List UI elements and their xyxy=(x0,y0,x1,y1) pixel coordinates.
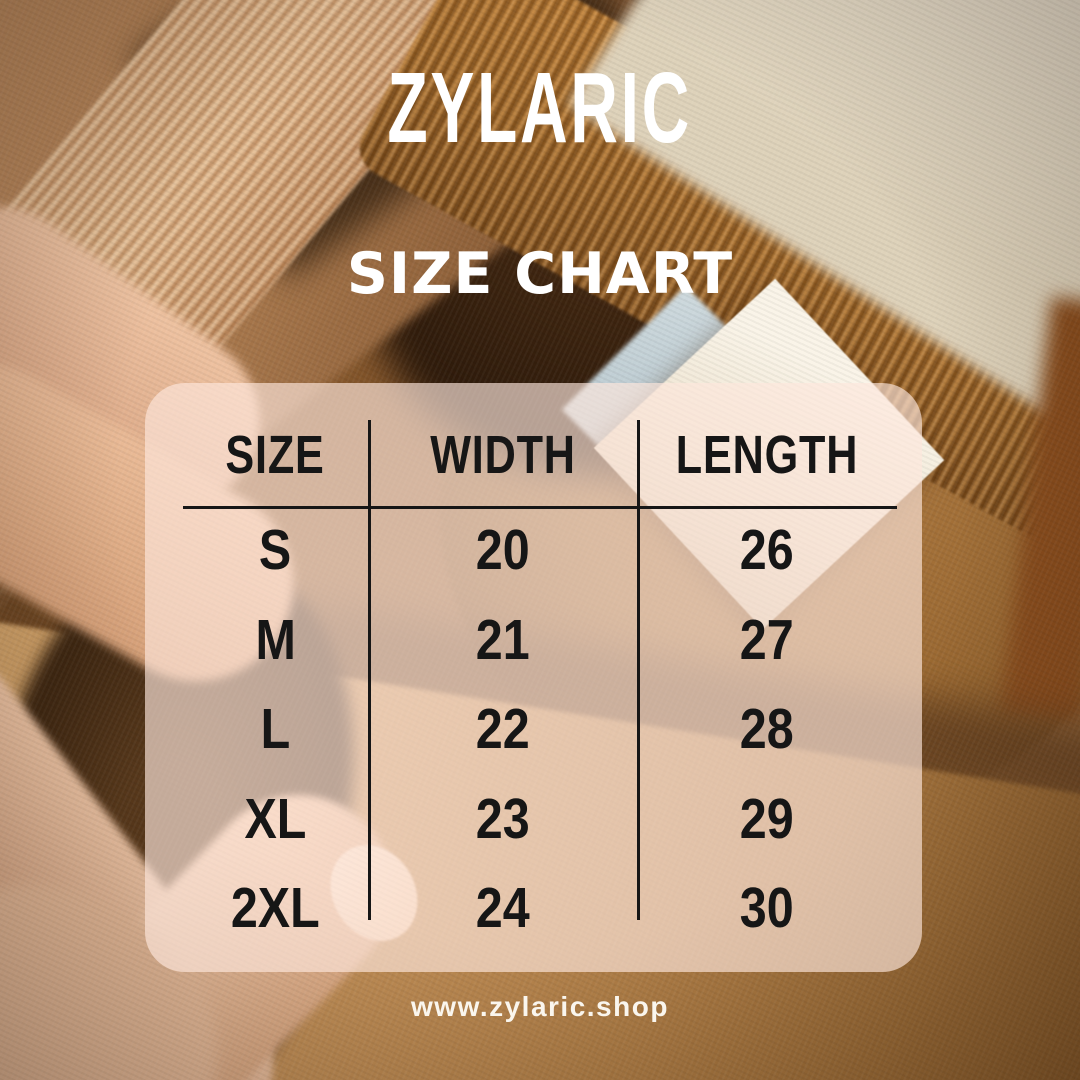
table-cell-length: 26 xyxy=(637,506,897,596)
width-value: 21 xyxy=(475,607,530,672)
size-value: L xyxy=(260,697,291,762)
table-cell-size: 2XL xyxy=(183,864,368,954)
width-value: 24 xyxy=(475,876,530,941)
table-cell-width: 21 xyxy=(368,596,637,686)
column-header-label: LENGTH xyxy=(675,425,859,485)
table-column-divider xyxy=(368,420,371,920)
column-header-label: WIDTH xyxy=(429,425,576,485)
table-cell-length: 27 xyxy=(637,596,897,686)
width-value: 20 xyxy=(475,518,530,583)
table-cell-size: M xyxy=(183,596,368,686)
length-value: 28 xyxy=(740,697,794,762)
table-cell-length: 28 xyxy=(637,685,897,775)
website-url: www.zylaric.shop xyxy=(411,991,669,1022)
table-cell-width: 24 xyxy=(368,864,637,954)
size-table: SIZE WIDTH LENGTH S 20 26 M 21 27 L 22 2… xyxy=(183,383,897,958)
column-header-length: LENGTH xyxy=(637,383,897,506)
length-value: 27 xyxy=(740,607,794,672)
size-value: S xyxy=(259,518,292,583)
table-cell-length: 30 xyxy=(637,864,897,954)
table-cell-length: 29 xyxy=(637,775,897,865)
size-value: XL xyxy=(244,786,307,851)
length-value: 26 xyxy=(740,518,794,583)
length-value: 29 xyxy=(740,786,794,851)
width-value: 22 xyxy=(475,697,530,762)
table-header-rule xyxy=(183,506,897,509)
table-cell-width: 23 xyxy=(368,775,637,865)
length-value: 30 xyxy=(740,876,794,941)
column-header-label: SIZE xyxy=(225,425,326,485)
brand-header: ZYLARIC xyxy=(0,58,1080,158)
table-cell-width: 20 xyxy=(368,506,637,596)
size-chart-panel: SIZE WIDTH LENGTH S 20 26 M 21 27 L 22 2… xyxy=(145,383,922,972)
column-header-size: SIZE xyxy=(183,383,368,506)
size-value: M xyxy=(255,607,296,672)
brand-title: ZYLARIC xyxy=(387,52,693,164)
column-header-width: WIDTH xyxy=(368,383,637,506)
table-cell-width: 22 xyxy=(368,685,637,775)
page-subtitle: SIZE CHART xyxy=(346,241,734,307)
width-value: 23 xyxy=(475,786,530,851)
footer: www.zylaric.shop xyxy=(0,993,1080,1021)
table-cell-size: S xyxy=(183,506,368,596)
table-cell-size: L xyxy=(183,685,368,775)
table-cell-size: XL xyxy=(183,775,368,865)
table-column-divider xyxy=(637,420,640,920)
size-value: 2XL xyxy=(231,876,320,941)
subtitle-row: SIZE CHART xyxy=(0,246,1080,303)
